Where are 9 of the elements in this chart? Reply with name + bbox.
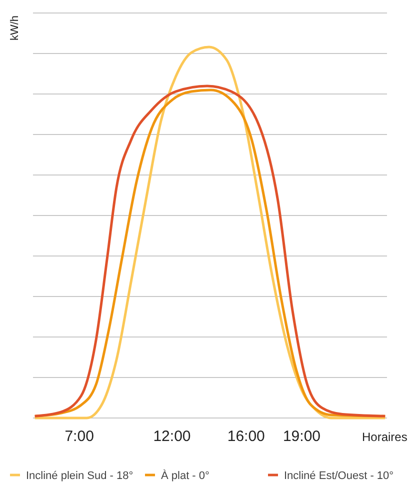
y-axis-title: kW/h bbox=[9, 15, 21, 41]
x-tick-label: 16:00 bbox=[227, 428, 265, 445]
x-tick-label: 12:00 bbox=[153, 428, 191, 445]
x-axis-title: Horaires bbox=[362, 430, 408, 444]
legend-label: Incliné plein Sud - 18° bbox=[26, 470, 134, 482]
x-tick-label: 19:00 bbox=[282, 428, 321, 445]
x-tick-label: 7:00 bbox=[64, 428, 94, 445]
legend-label: À plat - 0° bbox=[161, 469, 210, 482]
legend-label: Incliné Est/Ouest - 10° bbox=[284, 470, 394, 482]
